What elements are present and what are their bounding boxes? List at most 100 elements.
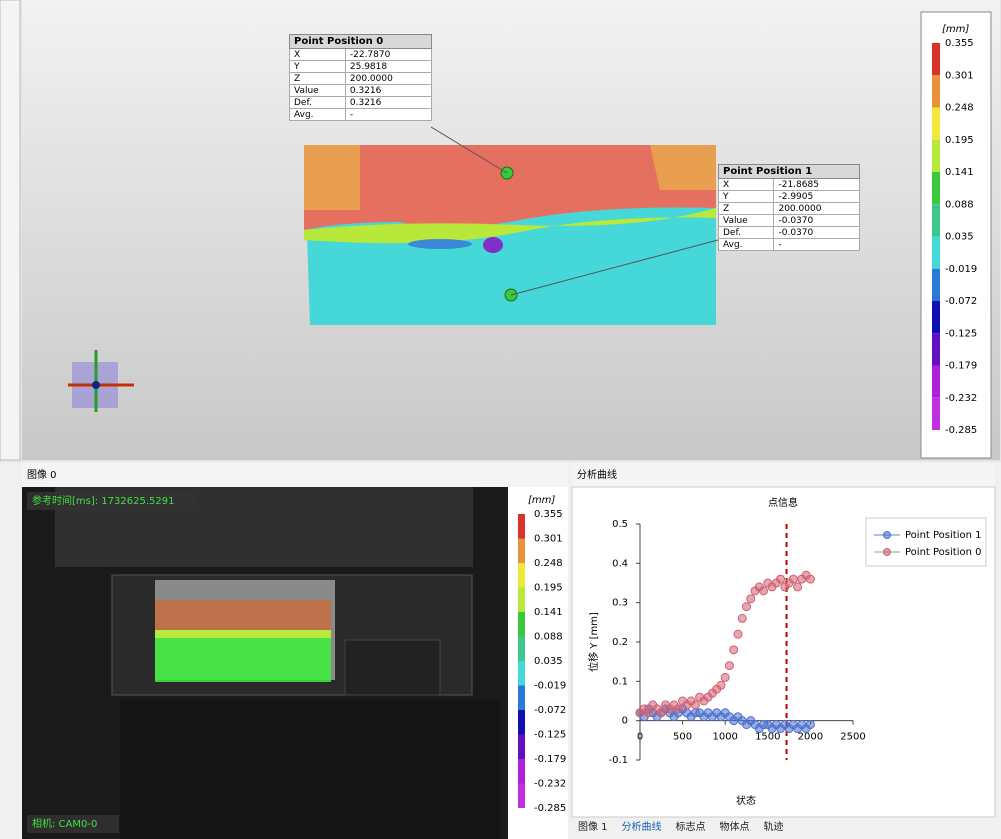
data-point — [737, 613, 747, 623]
scale-label: 0.301 — [945, 70, 974, 81]
x-tick-label: 2500 — [840, 732, 865, 743]
scale-label: -0.232 — [945, 393, 977, 404]
scale-band — [518, 734, 525, 759]
data-point — [742, 602, 751, 612]
point-key: Def. — [717, 226, 775, 239]
x-tick-label: 1000 — [712, 732, 737, 743]
point-value: 0.3216 — [344, 96, 433, 109]
data-point — [805, 574, 815, 584]
y-tick-label: 0.2 — [612, 637, 628, 648]
point-box: Point Position 0 X -22.7870 Y 25.9818 Z 200.00… — [289, 34, 433, 121]
y-tick-label: 0.3 — [612, 598, 628, 609]
point-key: Def. — [289, 96, 346, 109]
camera-bg — [27, 815, 119, 833]
scale-band — [932, 236, 940, 269]
panel-title: 分析曲线 — [577, 468, 617, 481]
scale-band — [932, 204, 940, 237]
x-tick-label: 0 — [637, 732, 643, 743]
data-point — [656, 708, 666, 718]
data-point — [746, 594, 756, 604]
x-tick-label: 1500 — [755, 732, 780, 743]
x-tick-label: 2000 — [798, 732, 823, 743]
scale-label: -0.285 — [945, 425, 977, 436]
scale-band — [932, 333, 940, 366]
scale-label: -0.125 — [534, 730, 566, 741]
chart-panel-header — [572, 463, 995, 487]
y-tick-label: 0.4 — [612, 558, 628, 569]
scale-band — [932, 139, 940, 172]
scale-label: -0.072 — [945, 296, 977, 307]
scale-label: -0.179 — [945, 361, 977, 372]
y-axis-label: 位移 Y [mm] — [587, 612, 600, 672]
scale-band — [518, 563, 525, 588]
timestamp-bg — [27, 492, 197, 510]
scale-band — [932, 301, 940, 334]
data-point — [788, 574, 798, 584]
scale-band — [932, 397, 940, 430]
y-tick-label: 0.5 — [612, 519, 628, 530]
scale-label: -0.019 — [534, 681, 566, 692]
tab[interactable]: 标志点 — [676, 820, 706, 833]
scale-band — [932, 107, 940, 140]
data-point — [805, 720, 815, 730]
scale-band — [518, 685, 525, 710]
point-value: -22.7870 — [344, 48, 433, 61]
timestamp: 参考时间[ms]: 1732625.5291 — [32, 494, 174, 507]
x-tick-label: 500 — [673, 732, 692, 743]
scale-band — [518, 514, 525, 539]
scale-label: 0.141 — [534, 607, 563, 618]
scale-unit: [mm] — [528, 495, 555, 506]
scale-label: -0.125 — [945, 328, 977, 339]
scale-band — [932, 43, 940, 76]
y-tick-label: 0 — [622, 716, 628, 727]
tab[interactable]: 分析曲线 — [622, 820, 662, 833]
scale-label: 0.035 — [534, 656, 563, 667]
point-title: Point Position 1 — [718, 164, 860, 179]
side-strip — [0, 0, 21, 461]
point-value: -2.9905 — [773, 190, 860, 203]
data-point — [733, 629, 743, 639]
data-point — [729, 645, 739, 655]
scale-label: 0.301 — [534, 534, 563, 545]
legend-label: Point Position 1 — [905, 530, 981, 541]
tab[interactable]: 图像 1 — [578, 821, 608, 833]
data-point — [793, 582, 803, 592]
point-key: Z — [717, 202, 775, 215]
scale-label: 0.088 — [534, 632, 563, 643]
tab[interactable]: 物体点 — [720, 820, 750, 833]
scale-band — [518, 538, 525, 563]
scale-band — [932, 172, 940, 205]
data-point — [776, 574, 786, 584]
point-key: Avg. — [717, 238, 775, 251]
point-key: X — [289, 48, 346, 61]
scale-band — [932, 268, 940, 301]
scale-label: 0.248 — [945, 103, 974, 114]
x-axis-label: 状态 — [736, 794, 756, 807]
scale-label: 0.141 — [945, 167, 974, 178]
data-point — [644, 708, 654, 718]
data-point — [759, 586, 769, 596]
scale-label: 0.195 — [945, 135, 974, 146]
point-key: Y — [289, 60, 346, 73]
point-box: Point Position 1 X -21.8685 Y -2.9905 Z 200.00… — [717, 164, 860, 251]
point-value: -0.0370 — [773, 214, 860, 227]
image-panel-header — [22, 463, 568, 487]
scale-unit: [mm] — [942, 24, 969, 35]
point-value: - — [773, 238, 860, 251]
scale-label: 0.088 — [945, 199, 974, 210]
scale-band — [932, 75, 940, 108]
scale-label: -0.179 — [534, 754, 566, 765]
scale-label: 0.355 — [534, 509, 563, 520]
scale-label: 0.195 — [534, 583, 563, 594]
scale-band — [518, 783, 525, 808]
point-key: X — [717, 178, 775, 191]
scale-label: -0.019 — [945, 264, 977, 275]
point-key: Y — [717, 190, 775, 203]
scale-label: -0.072 — [534, 705, 566, 716]
point-value: -21.8685 — [773, 178, 860, 191]
tab[interactable]: 轨迹 — [764, 820, 784, 833]
legend-label: Point Position 0 — [905, 547, 981, 558]
data-point — [690, 700, 700, 710]
